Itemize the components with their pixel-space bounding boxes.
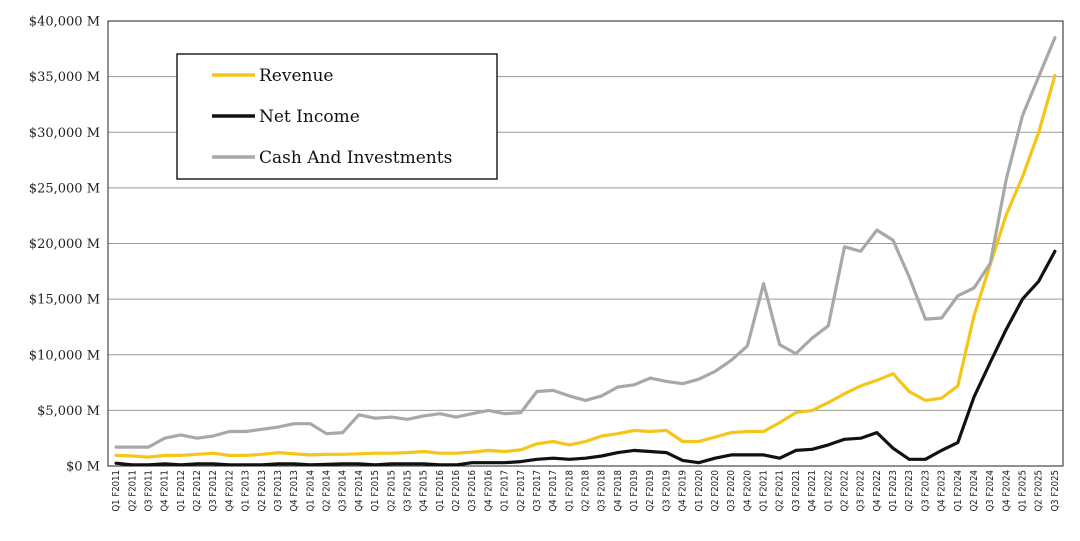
x-tick-label: Q4 F2012 (224, 470, 235, 512)
y-tick-label: $40,000 M (29, 15, 100, 30)
x-tick-label: Q4 F2022 (872, 470, 883, 512)
x-tick-label: Q4 F2013 (289, 470, 300, 512)
x-axis-tick-labels: Q1 F2011 Q2 F2011 Q3 F2011 Q4 F2011 Q1 F2012… (111, 470, 1061, 512)
x-tick-label: Q2 F2015 (386, 470, 397, 512)
x-tick-label: Q1 F2022 (823, 470, 834, 512)
x-tick-label: Q1 F2023 (888, 470, 899, 512)
y-tick-label: $0 M (66, 460, 100, 475)
x-tick-label: Q4 F2014 (354, 470, 365, 512)
x-tick-label: Q3 F2019 (661, 470, 672, 512)
x-tick-label: Q3 F2011 (143, 470, 154, 512)
x-tick-label: Q3 F2024 (985, 470, 996, 512)
x-tick-label: Q3 F2017 (532, 470, 543, 512)
x-tick-label: Q1 F2025 (1018, 470, 1029, 512)
x-tick-label: Q4 F2016 (483, 470, 494, 512)
plot-area-border (107, 20, 1064, 467)
x-tick-label: Q4 F2021 (807, 470, 818, 512)
x-tick-label: Q2 F2025 (1034, 470, 1045, 512)
x-tick-label: Q4 F2015 (419, 470, 430, 512)
y-tick-label: $35,000 M (29, 70, 100, 85)
x-tick-label: Q2 F2019 (645, 470, 656, 512)
legend-label-revenue: Revenue (259, 66, 333, 86)
x-tick-label: Q3 F2025 (1050, 470, 1061, 512)
x-tick-label: Q3 F2016 (467, 470, 478, 512)
x-tick-label: Q2 F2011 (127, 470, 138, 512)
series-line-revenue (114, 73, 1057, 459)
x-tick-label: Q4 F2020 (742, 470, 753, 512)
y-axis-tick-labels: $0 M $5,000 M $10,000 M $15,000 M $20,000 M $… (29, 15, 100, 475)
x-tick-label: Q1 F2015 (370, 470, 381, 512)
x-tick-label: Q3 F2021 (791, 470, 802, 512)
x-tick-label: Q4 F2011 (160, 470, 171, 512)
x-tick-label: Q1 F2020 (694, 470, 705, 512)
x-tick-label: Q3 F2014 (338, 470, 349, 512)
x-tick-label: Q1 F2017 (500, 470, 511, 512)
x-tick-label: Q2 F2014 (322, 470, 333, 512)
x-tick-label: Q3 F2022 (856, 470, 867, 512)
x-tick-label: Q1 F2011 (111, 470, 122, 512)
legend-label-cash-and-investments: Cash And Investments (259, 148, 452, 168)
x-tick-label: Q2 F2017 (516, 470, 527, 512)
x-tick-label: Q1 F2014 (305, 470, 316, 512)
x-tick-label: Q4 F2017 (548, 470, 559, 512)
x-tick-label: Q3 F2012 (208, 470, 219, 512)
x-tick-label: Q1 F2013 (241, 470, 252, 512)
x-tick-label: Q2 F2021 (775, 470, 786, 512)
series-lines (114, 36, 1057, 467)
x-tick-label: Q1 F2012 (176, 470, 187, 512)
legend-label-net-income: Net Income (259, 107, 360, 127)
x-tick-label: Q1 F2018 (564, 470, 575, 512)
x-tick-label: Q4 F2024 (1001, 470, 1012, 512)
x-tick-label: Q2 F2020 (710, 470, 721, 512)
x-tick-label: Q2 F2018 (581, 470, 592, 512)
series-line-cash-and-investments (114, 36, 1057, 449)
x-tick-label: Q3 F2020 (726, 470, 737, 512)
x-tick-label: Q3 F2018 (597, 470, 608, 512)
legend: Revenue Net Income Cash And Investments (176, 53, 498, 180)
x-tick-label: Q4 F2019 (678, 470, 689, 512)
x-tick-label: Q1 F2016 (435, 470, 446, 512)
x-tick-label: Q3 F2023 (920, 470, 931, 512)
y-tick-label: $5,000 M (37, 404, 100, 419)
x-tick-label: Q1 F2019 (629, 470, 640, 512)
x-tick-label: Q2 F2013 (257, 470, 268, 512)
x-tick-label: Q4 F2023 (937, 470, 948, 512)
y-tick-label: $25,000 M (29, 181, 100, 196)
y-tick-label: $10,000 M (29, 348, 100, 363)
x-tick-label: Q2 F2023 (904, 470, 915, 512)
x-tick-label: Q1 F2021 (759, 470, 770, 512)
x-tick-label: Q2 F2022 (839, 470, 850, 512)
x-tick-label: Q4 F2018 (613, 470, 624, 512)
x-tick-label: Q2 F2024 (969, 470, 980, 512)
x-tick-label: Q2 F2012 (192, 470, 203, 512)
y-tick-label: $20,000 M (29, 237, 100, 252)
series-line-net-income (114, 249, 1057, 467)
x-tick-label: Q2 F2016 (451, 470, 462, 512)
y-tick-label: $30,000 M (29, 126, 100, 141)
y-tick-label: $15,000 M (29, 293, 100, 308)
x-tick-label: Q3 F2013 (273, 470, 284, 512)
x-tick-label: Q3 F2015 (402, 470, 413, 512)
x-tick-label: Q1 F2024 (953, 470, 964, 512)
